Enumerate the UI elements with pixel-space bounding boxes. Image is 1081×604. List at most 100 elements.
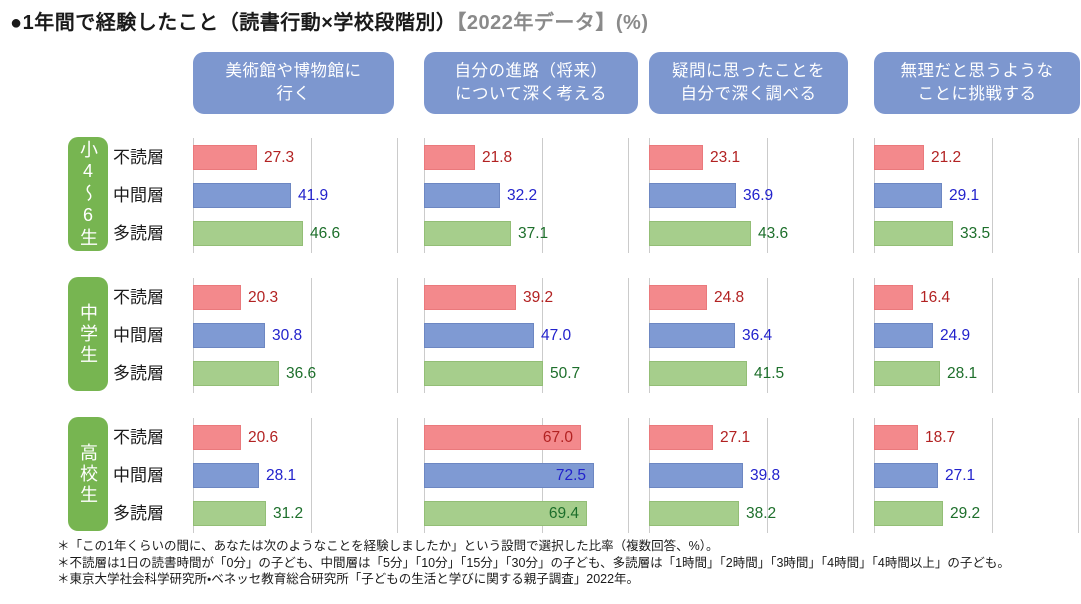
footnote-line: ＊東京大学社会科学研究所・ベネッセ教育総合研究所「子どもの生活と学びに関する親子… (57, 572, 640, 586)
bar-value-label: 27.3 (264, 149, 295, 166)
group-label-box: 中学生 (68, 277, 108, 391)
bar-value-label: 21.2 (931, 149, 962, 166)
gridline (311, 278, 312, 393)
bar-value-label: 33.5 (960, 225, 991, 242)
bar-value-label: 67.0 (542, 429, 573, 446)
bar-value-label: 38.2 (746, 505, 777, 522)
bar-value-label: 27.1 (720, 429, 751, 446)
bar-value-label: 72.5 (555, 467, 586, 484)
bar (193, 145, 257, 170)
gridline (397, 138, 398, 253)
gridline (1078, 138, 1079, 253)
title-unit: (%) (615, 12, 649, 34)
gridline (542, 278, 543, 393)
bar-value-label: 31.2 (273, 505, 304, 522)
bar (424, 145, 475, 170)
bar (424, 285, 516, 310)
gridline (311, 138, 312, 253)
bar-value-label: 21.8 (482, 149, 513, 166)
bar-value-label: 32.2 (507, 187, 538, 204)
bar (649, 361, 747, 386)
bar (649, 183, 736, 208)
bar-value-label: 28.1 (947, 365, 978, 382)
row-label: 中間層 (113, 186, 164, 205)
bar (649, 425, 713, 450)
page-title: ●1年間で経験したこと（読書行動×学校段階別）【2022年データ】(%) (10, 6, 649, 35)
bar-value-label: 24.8 (714, 289, 745, 306)
bar (649, 323, 735, 348)
bar (193, 425, 241, 450)
bar-value-label: 36.6 (286, 365, 317, 382)
gridline (992, 418, 993, 533)
bar-value-label: 18.7 (925, 429, 956, 446)
group-label-box: 高校生 (68, 417, 108, 531)
column-header-line: 無理だと思うような (900, 61, 1054, 80)
bar-value-label: 20.6 (248, 429, 279, 446)
bar (193, 501, 266, 526)
bar-value-label: 36.4 (742, 327, 773, 344)
bar (874, 361, 940, 386)
row-label: 中間層 (113, 326, 164, 345)
bar (193, 361, 279, 386)
gridline (853, 138, 854, 253)
bar-plot: 24.8 36.4 41.5 (649, 278, 854, 393)
column-header-line: 自分の進路（将来） (454, 61, 608, 80)
bar-value-label: 39.8 (750, 467, 781, 484)
bar-value-label: 43.6 (758, 225, 789, 242)
bar (874, 285, 913, 310)
bar-plot: 27.3 41.9 46.6 (193, 138, 398, 253)
title-data-tag: 【2022年データ】 (456, 12, 616, 34)
bar (874, 323, 933, 348)
gridline (397, 278, 398, 393)
bar (649, 145, 703, 170)
bar (193, 183, 291, 208)
gridline (628, 278, 629, 393)
gridline (628, 138, 629, 253)
bar-value-label: 23.1 (710, 149, 741, 166)
column-header-line: 行く (276, 85, 311, 103)
bar (424, 361, 543, 386)
column-header-line: 自分で深く調べる (680, 85, 817, 103)
gridline (767, 138, 768, 253)
left-axis-label: 学校段階別 (25, 277, 47, 387)
bar-value-label: 39.2 (523, 289, 554, 306)
column-header: 無理だと思うような ことに挑戦する (874, 52, 1080, 114)
bar-plot: 16.4 24.9 28.1 (874, 278, 1079, 393)
bar (874, 425, 918, 450)
bar-value-label: 46.6 (310, 225, 341, 242)
gridline (311, 418, 312, 533)
bar (193, 323, 265, 348)
bar-value-label: 29.2 (950, 505, 981, 522)
gridline (992, 278, 993, 393)
bar (193, 463, 259, 488)
bar-plot: 20.3 30.8 36.6 (193, 278, 398, 393)
bar (424, 323, 534, 348)
bar-plot: 67.0 72.5 69.4 (424, 418, 629, 533)
column-header-line: について深く考える (454, 85, 607, 103)
column-header-line: ことに挑戦する (917, 85, 1037, 103)
footnotes: ＊「この1年くらいの間に、あなたは次のようなことを経験しましたか」という設問で選… (57, 538, 1010, 588)
gridline (397, 418, 398, 533)
bar-value-label: 30.8 (272, 327, 303, 344)
row-label: 不読層 (113, 428, 164, 447)
bar-plot: 18.7 27.1 29.2 (874, 418, 1079, 533)
bar-value-label: 16.4 (920, 289, 951, 306)
bar-value-label: 24.9 (940, 327, 971, 344)
bar (424, 463, 594, 488)
bar-plot: 27.1 39.8 38.2 (649, 418, 854, 533)
bar (649, 501, 739, 526)
row-label: 多読層 (113, 504, 164, 523)
column-header-line: 美術館や博物館に (225, 61, 362, 80)
bar-value-label: 69.4 (548, 505, 579, 522)
bar (424, 183, 500, 208)
row-label: 不読層 (113, 288, 164, 307)
bar (649, 463, 743, 488)
column-header-line: 疑問に思ったことを (672, 61, 825, 80)
footnote-line: ＊「この1年くらいの間に、あなたは次のようなことを経験しましたか」という設問で選… (57, 539, 719, 553)
bar-value-label: 27.1 (945, 467, 976, 484)
bar (424, 425, 581, 450)
bar-plot: 39.2 47.0 50.7 (424, 278, 629, 393)
row-label: 不読層 (113, 148, 164, 167)
gridline (767, 278, 768, 393)
